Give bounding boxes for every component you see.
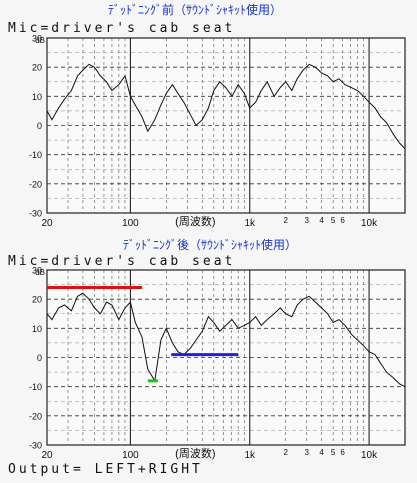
- y-tick-label: 20: [32, 63, 42, 73]
- bottom-chart-title: ﾃﾞｯﾄﾞﾆﾝｸﾞ後（ｻｳﾝﾄﾞｼｬｷｯﾄ使用）: [123, 238, 298, 252]
- x-axis-label: (周波数): [175, 215, 215, 228]
- x-tick-label: 10k: [361, 450, 378, 461]
- y-axis-label: dB: [35, 268, 45, 277]
- response-trace: [46, 63, 406, 150]
- y-axis-label: dB: [35, 36, 45, 45]
- x-tick-label: 5: [331, 448, 336, 457]
- y-tick-label: -30: [29, 209, 42, 219]
- x-tick-label: 2: [283, 216, 288, 225]
- y-tick-label: -30: [29, 441, 42, 451]
- x-tick-label: 5: [331, 216, 336, 225]
- top-mic-label: Mic=driver's cab seat: [8, 21, 236, 36]
- x-tick-label: 10k: [361, 218, 378, 229]
- x-tick-label: 100: [122, 218, 139, 229]
- y-tick-label: 10: [32, 324, 42, 334]
- y-tick-label: -10: [29, 150, 42, 160]
- top-chart-title: ﾃﾞｯﾄﾞﾆﾝｸﾞ前（ｻｳﾝﾄﾞｼｬｷｯﾄ使用）: [108, 3, 283, 17]
- x-tick-label: 100: [122, 450, 139, 461]
- y-tick-label: -20: [29, 411, 42, 421]
- y-tick-label: -20: [29, 179, 42, 189]
- x-axis-label: (周波数): [175, 447, 215, 460]
- response-trace: [46, 292, 406, 388]
- y-tick-label: -10: [29, 382, 42, 392]
- y-tick-label: 30: [32, 34, 42, 44]
- x-tick-label: 4: [319, 448, 324, 457]
- y-tick-label: 20: [32, 295, 42, 305]
- output-label: Output= LEFT+RIGHT: [8, 462, 203, 477]
- x-tick-label: 2: [283, 448, 288, 457]
- y-tick-label: 10: [32, 92, 42, 102]
- x-tick-label: 4: [319, 216, 324, 225]
- bottom-mic-label: Mic=driver's cab seat: [8, 254, 236, 269]
- x-tick-label: 6: [340, 216, 345, 225]
- x-tick-label: 3: [304, 448, 309, 457]
- y-tick-label: 0: [37, 121, 42, 131]
- x-tick-label: 3: [304, 216, 309, 225]
- y-tick-label: 30: [32, 266, 42, 276]
- x-tick-label: 1k: [244, 218, 256, 229]
- x-tick-label: 20: [41, 450, 53, 461]
- x-tick-label: 6: [340, 448, 345, 457]
- y-tick-label: 0: [37, 353, 42, 363]
- x-tick-label: 1k: [244, 450, 256, 461]
- x-tick-label: 20: [41, 218, 53, 229]
